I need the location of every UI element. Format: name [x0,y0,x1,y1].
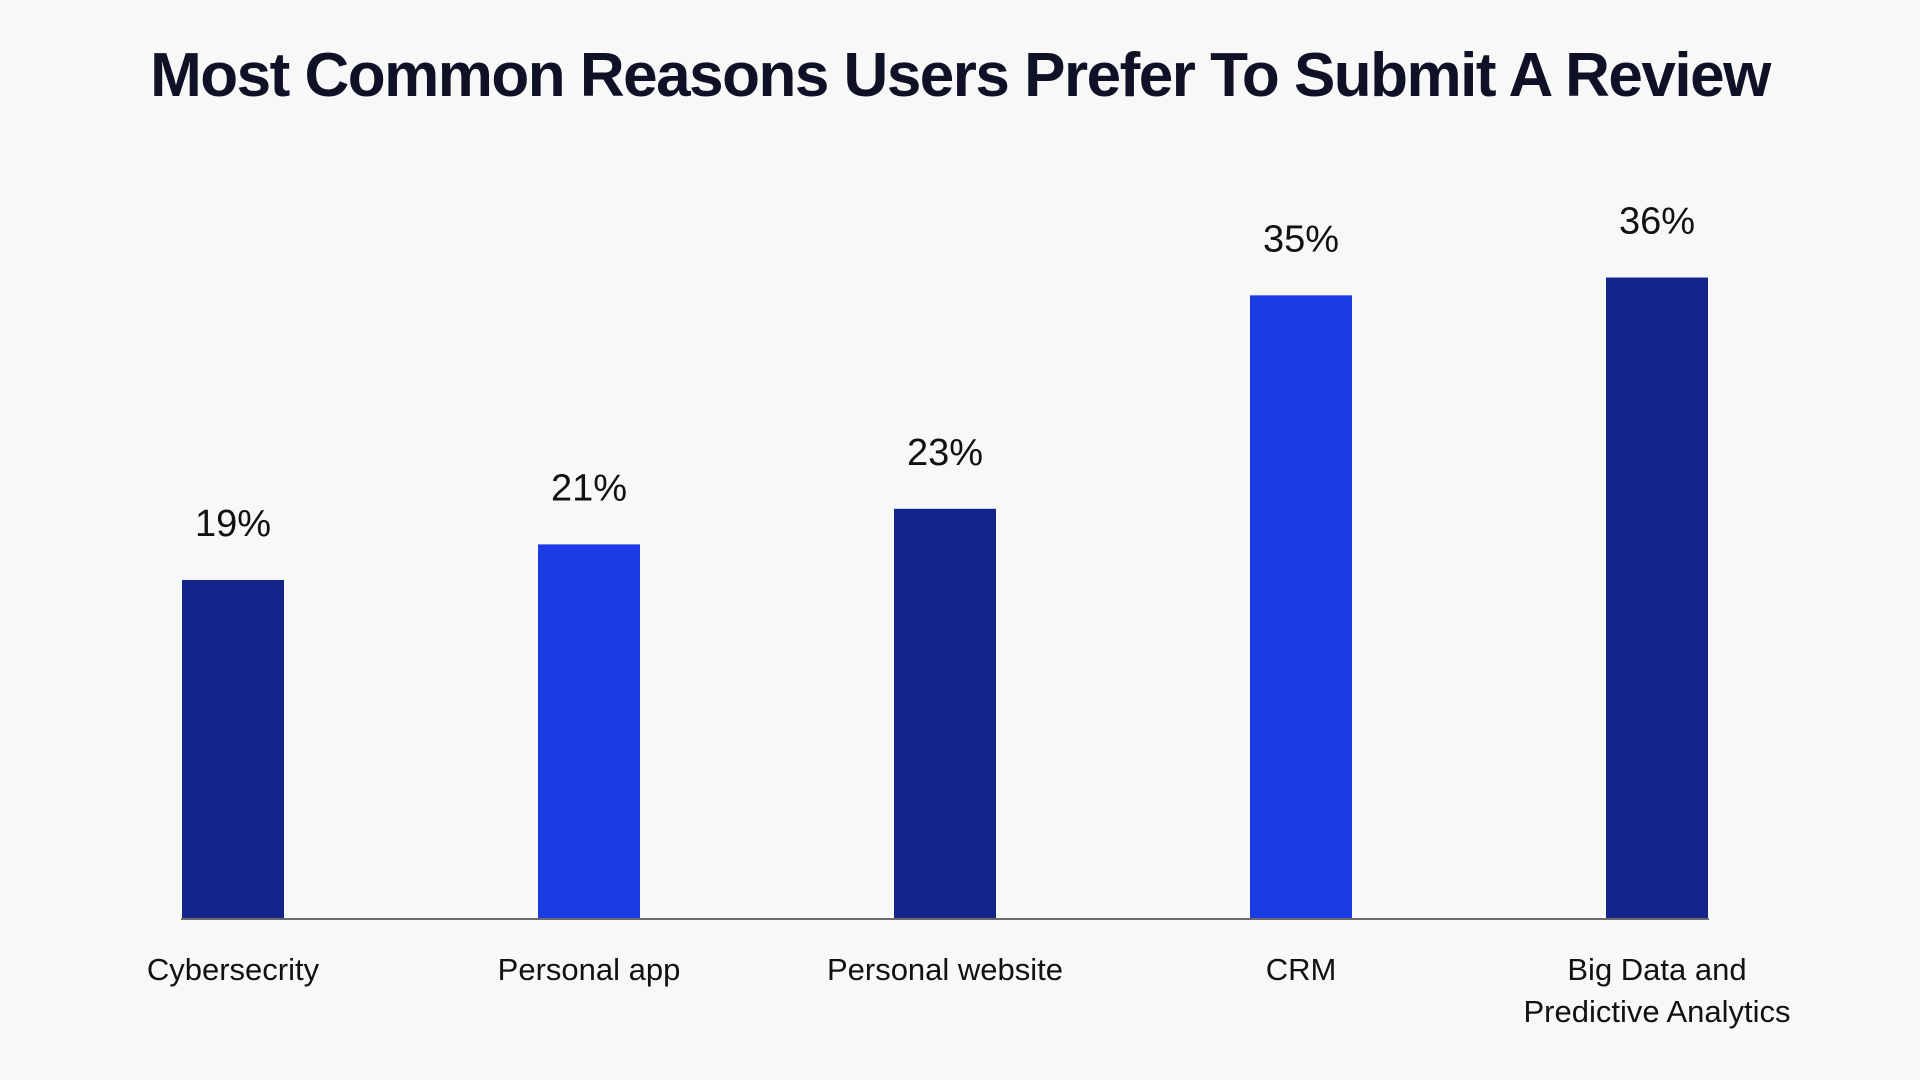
bar-0 [182,579,284,918]
bar-3 [1250,295,1352,919]
bar-2 [894,508,996,918]
category-label-line: Predictive Analytics [1523,994,1790,1029]
chart-title: Most Common Reasons Users Prefer To Subm… [150,41,1771,110]
category-labels-group: Cybersecrity Personal app Personal website… [147,952,1791,1029]
category-label-line: Personal app [498,952,681,987]
category-label-line: CRM [1266,952,1337,987]
value-label-0: 19% [195,503,271,545]
bars-group [182,277,1708,919]
value-label-4: 36% [1619,201,1695,243]
category-label-2: Personal website [827,952,1063,987]
category-label-line: Personal website [827,952,1063,987]
category-label-line: Cybersecrity [147,952,320,987]
category-label-line: Big Data and [1567,952,1746,987]
value-labels-group: 19% 21% 23% 35% 36% [195,201,1695,545]
category-label-4: Big Data and Predictive Analytics [1523,952,1790,1029]
value-label-1: 21% [551,467,627,509]
value-label-2: 23% [907,432,983,474]
category-label-3: CRM [1266,952,1337,987]
category-label-1: Personal app [498,952,681,987]
bar-4 [1606,277,1708,918]
value-label-3: 35% [1263,218,1339,260]
bar-1 [538,544,640,918]
category-label-0: Cybersecrity [147,952,320,987]
